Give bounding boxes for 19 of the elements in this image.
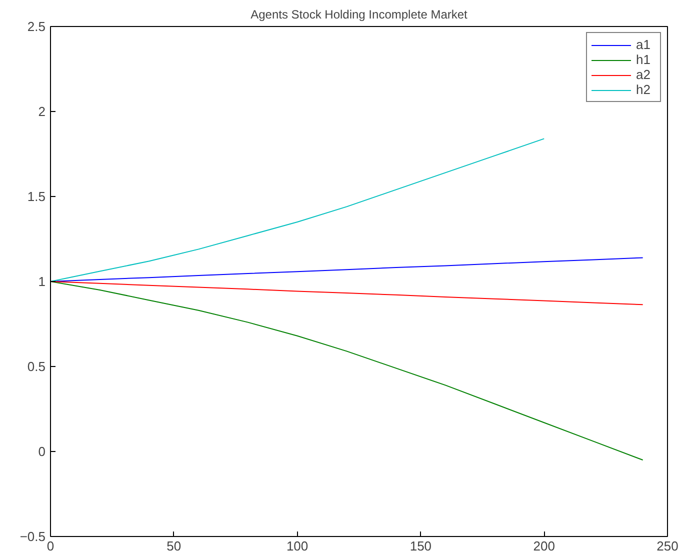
y-tick-label: 1 — [38, 274, 46, 289]
legend-label: h1 — [636, 52, 652, 67]
line-series — [50, 281, 644, 460]
y-tick-label: 2 — [38, 104, 46, 119]
line-series — [50, 138, 545, 282]
y-tick-label: 0.5 — [27, 359, 46, 374]
x-tick-label: 200 — [533, 538, 555, 553]
x-tick-label: 50 — [166, 538, 182, 553]
legend-label: a2 — [636, 67, 652, 82]
x-tick-label: 250 — [656, 538, 678, 553]
legend-label: a1 — [636, 37, 652, 52]
x-tick-label: 100 — [286, 538, 308, 553]
y-tick-label: 2.5 — [27, 19, 46, 34]
chart-title: Agents Stock Holding Incomplete Market — [250, 8, 468, 22]
x-tick-label: 150 — [410, 538, 432, 553]
y-tick-label: −0.5 — [20, 529, 46, 544]
y-tick-label: 0 — [38, 444, 46, 459]
y-tick-label: 1.5 — [27, 189, 46, 204]
legend-label: h2 — [636, 82, 652, 97]
